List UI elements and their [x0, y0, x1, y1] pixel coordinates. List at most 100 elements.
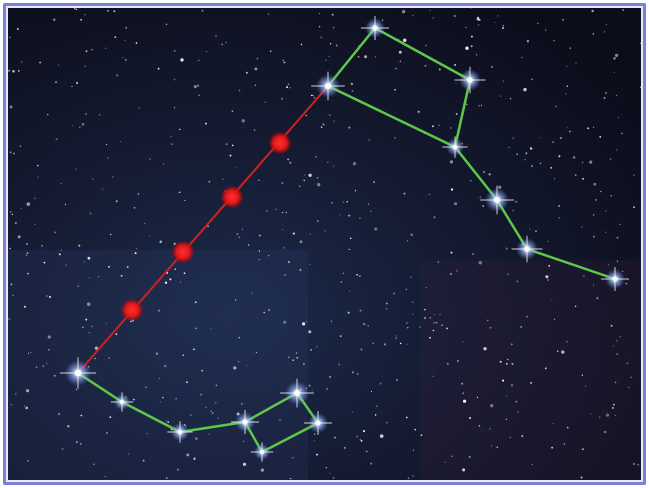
faint-star [356, 373, 359, 375]
faint-star [566, 341, 568, 343]
faint-star [403, 192, 406, 195]
faint-star [283, 247, 285, 249]
faint-star [287, 356, 290, 358]
faint-star [432, 17, 434, 19]
faint-star [424, 64, 427, 67]
faint-star [511, 384, 513, 387]
faint-star [639, 86, 641, 88]
faint-star [180, 58, 184, 62]
faint-star [55, 138, 58, 141]
faint-star [550, 166, 553, 169]
faint-star [617, 116, 620, 119]
faint-star [424, 317, 426, 319]
faint-star [225, 41, 227, 44]
faint-star [407, 326, 409, 329]
faint-star [385, 307, 388, 310]
faint-star [379, 434, 384, 438]
faint-star [285, 211, 288, 214]
faint-star [157, 67, 160, 70]
faint-star [637, 464, 639, 466]
faint-star [530, 382, 532, 384]
faint-star [470, 8, 472, 9]
faint-star [465, 103, 468, 106]
faint-star [316, 220, 319, 222]
faint-star [454, 63, 457, 66]
bright-star [311, 71, 345, 101]
faint-star [10, 283, 13, 286]
red-dot [269, 132, 291, 154]
faint-star [217, 417, 219, 420]
faint-star [393, 292, 395, 295]
faint-star [174, 50, 176, 52]
faint-star [268, 309, 270, 311]
faint-star [238, 89, 241, 92]
faint-star [524, 159, 526, 161]
faint-star [87, 256, 91, 260]
faint-star [247, 244, 250, 246]
faint-star [254, 84, 257, 86]
faint-star [615, 94, 618, 97]
faint-star [507, 358, 509, 361]
faint-star [196, 84, 200, 87]
faint-star [433, 314, 435, 316]
faint-star [438, 124, 440, 127]
faint-star [287, 158, 289, 161]
faint-star [553, 39, 555, 42]
faint-star [333, 120, 335, 122]
faint-star [9, 151, 12, 154]
faint-star [613, 57, 616, 60]
faint-star [605, 24, 607, 26]
faint-star [348, 214, 351, 217]
faint-star [630, 376, 632, 379]
faint-star [456, 270, 458, 272]
faint-star [582, 177, 585, 180]
faint-star [104, 476, 106, 478]
faint-star [547, 279, 549, 281]
faint-star [318, 12, 320, 15]
faint-star [612, 345, 615, 347]
faint-star [43, 261, 46, 264]
faint-star [548, 265, 551, 267]
faint-star [535, 230, 537, 233]
star-core [74, 369, 82, 377]
faint-star [410, 233, 413, 236]
bright-star [454, 66, 486, 94]
faint-star [42, 365, 45, 367]
faint-star [205, 406, 207, 409]
faint-star [148, 235, 151, 237]
faint-star [107, 157, 109, 159]
faint-star [282, 59, 285, 62]
faint-star [186, 381, 188, 384]
faint-star [23, 305, 26, 308]
faint-star [142, 459, 145, 462]
faint-star [625, 282, 627, 285]
faint-star [173, 78, 176, 81]
faint-star [120, 140, 122, 143]
faint-star [45, 362, 48, 365]
faint-star [9, 36, 11, 38]
faint-star [531, 463, 533, 465]
faint-star [286, 86, 288, 89]
star-core [259, 449, 265, 455]
faint-star [54, 231, 56, 234]
faint-star [53, 374, 56, 377]
faint-star [531, 78, 533, 80]
faint-star [193, 458, 196, 461]
faint-star [211, 412, 214, 414]
faint-star [89, 212, 92, 215]
faint-star [236, 233, 239, 236]
faint-star [91, 325, 93, 328]
faint-star [256, 57, 259, 60]
faint-star [343, 201, 345, 203]
faint-star [407, 477, 410, 479]
faint-star [242, 440, 245, 443]
faint-star [487, 319, 489, 321]
faint-star [193, 84, 197, 89]
faint-star [238, 336, 241, 339]
faint-star [306, 320, 308, 323]
faint-star [480, 104, 483, 107]
faint-star [159, 401, 161, 403]
faint-star [64, 203, 67, 206]
faint-star [215, 35, 217, 38]
faint-star [544, 367, 547, 370]
